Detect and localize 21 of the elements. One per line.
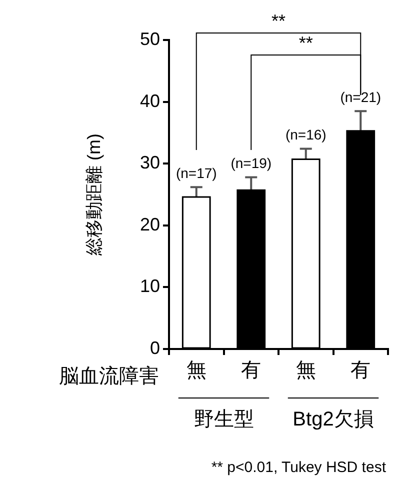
- x-tick-label: 無: [186, 360, 206, 382]
- y-tick-label: 40: [140, 90, 160, 111]
- y-tick-label: 0: [150, 338, 160, 358]
- annotation: (n=16): [285, 126, 326, 143]
- annotation: (n=21): [340, 88, 382, 105]
- annotation: (n=17): [176, 164, 217, 181]
- x-tick-label: 有: [350, 360, 371, 382]
- annotation: (n=19): [230, 155, 272, 172]
- y-axis-title: 総移動距離 (m): [84, 134, 104, 256]
- text: **: [271, 10, 286, 31]
- text: Btg2欠損: [292, 408, 374, 431]
- y-tick-label: 20: [140, 214, 160, 234]
- text: 野生型: [194, 408, 254, 431]
- x-tick-label: 有: [241, 360, 262, 382]
- annotation: **: [298, 32, 313, 53]
- y-tick-label: 10: [140, 276, 160, 296]
- x-axis-title: 脳血流障害: [59, 364, 159, 388]
- y-tick-label: 30: [140, 152, 160, 173]
- x-tick-label: 無: [296, 360, 316, 382]
- y-tick-label: 50: [140, 28, 160, 49]
- text: ** p<0.01, Tukey HSD test: [211, 459, 387, 476]
